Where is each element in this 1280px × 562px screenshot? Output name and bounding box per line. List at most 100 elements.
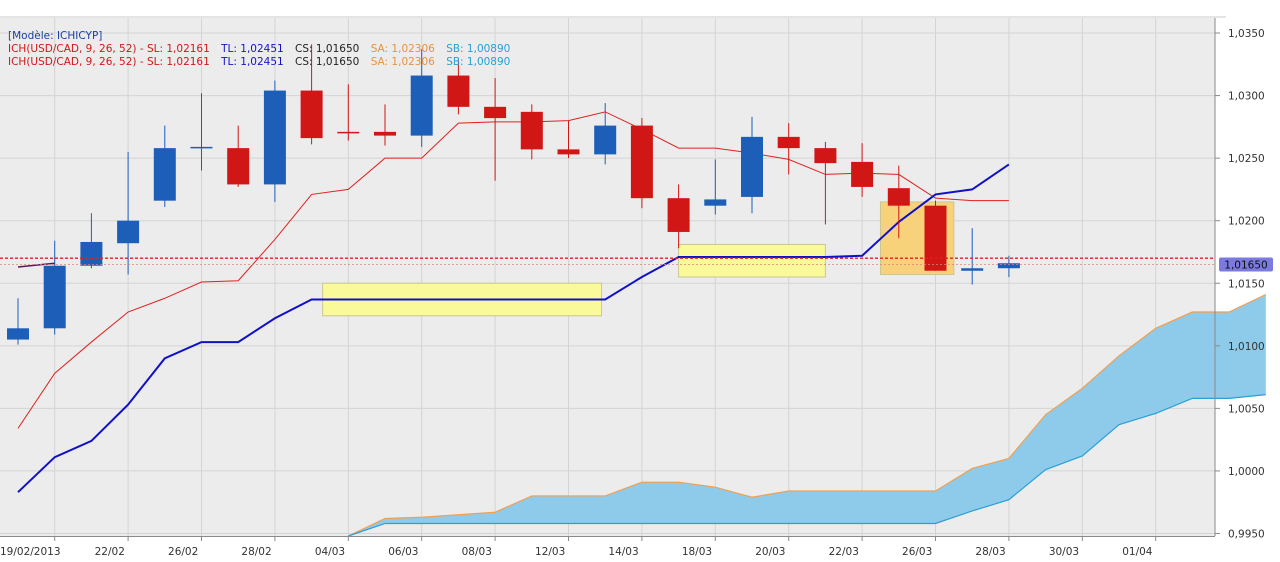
candle bbox=[263, 80, 286, 202]
candle bbox=[777, 123, 800, 175]
candle-body bbox=[777, 136, 800, 149]
legend-cs: CS: 1,01650 bbox=[295, 56, 359, 68]
current-price-badge: 1,01650 bbox=[1219, 257, 1273, 272]
legend-sl: SL: 1,02161 bbox=[147, 43, 210, 55]
x-tick-label: 18/03 bbox=[682, 546, 712, 558]
tenkan-sen-line bbox=[17, 111, 1009, 429]
price-line-layer bbox=[0, 257, 1215, 265]
x-tick-label: 28/02 bbox=[241, 546, 271, 558]
legend-tl: TL: 1,02451 bbox=[220, 56, 284, 68]
candle bbox=[410, 49, 433, 147]
candle bbox=[7, 298, 29, 345]
x-tick-label: 22/03 bbox=[829, 546, 859, 558]
legend-sb: SB: 1,00890 bbox=[446, 56, 510, 68]
x-tick-label: 28/03 bbox=[975, 546, 1005, 558]
candle bbox=[190, 93, 213, 171]
candlesticks bbox=[7, 44, 1020, 345]
axes bbox=[0, 18, 1216, 537]
candle bbox=[117, 151, 140, 275]
legend-prefix: ICH(USD/CAD, 9, 26, 52) - bbox=[8, 56, 147, 68]
candle-body bbox=[337, 131, 360, 134]
x-tick-label: 08/03 bbox=[462, 546, 492, 558]
x-tick-label: 20/03 bbox=[755, 546, 785, 558]
chikou-span-line bbox=[17, 262, 55, 268]
candle-body bbox=[447, 75, 470, 107]
candle-body bbox=[667, 198, 690, 232]
indicator-lines bbox=[17, 111, 1010, 493]
candle-body bbox=[704, 199, 727, 206]
candle bbox=[557, 120, 580, 159]
candle-body bbox=[190, 146, 213, 149]
candle-body bbox=[300, 90, 323, 139]
kumo-cloud bbox=[348, 293, 1267, 537]
candle bbox=[851, 143, 874, 197]
candle-body bbox=[227, 148, 250, 185]
candle-body bbox=[557, 149, 580, 155]
x-tick-label: 30/03 bbox=[1049, 546, 1079, 558]
legend-prefix: ICH(USD/CAD, 9, 26, 52) - bbox=[8, 43, 147, 55]
candle bbox=[80, 213, 103, 269]
candle bbox=[630, 118, 653, 209]
candle-body bbox=[630, 125, 653, 199]
current-price-label: 1,01650 bbox=[1224, 259, 1267, 271]
current-price-badge-bg bbox=[1219, 257, 1273, 272]
candle-body bbox=[7, 328, 29, 340]
highlight-box-yellow bbox=[678, 243, 826, 278]
candle bbox=[997, 255, 1020, 277]
candle bbox=[924, 200, 947, 271]
senkou-span-a-line bbox=[348, 293, 1267, 537]
candle-body bbox=[374, 131, 396, 136]
legend-sa: SA: 1,02306 bbox=[371, 43, 435, 55]
candle-body bbox=[961, 268, 984, 271]
candle-body bbox=[484, 106, 507, 119]
candle bbox=[484, 78, 507, 181]
candle-body bbox=[80, 241, 103, 266]
candle bbox=[447, 60, 470, 115]
senkou-span-b-line bbox=[348, 394, 1266, 537]
y-tick-label: 1,0200 bbox=[1228, 216, 1265, 228]
candle bbox=[594, 103, 617, 165]
candle-body bbox=[410, 75, 433, 136]
candle bbox=[520, 104, 543, 160]
candle bbox=[704, 159, 727, 215]
candle bbox=[667, 184, 690, 249]
kijun-sen-line bbox=[17, 163, 1010, 493]
candle-body bbox=[520, 111, 543, 150]
y-tick-label: 1,0000 bbox=[1228, 466, 1265, 478]
candle-body bbox=[263, 90, 286, 185]
y-tick-label: 1,0250 bbox=[1228, 153, 1265, 165]
legend: [Modèle: ICHICYP] ICH(USD/CAD, 9, 26, 52… bbox=[8, 30, 510, 68]
x-axis-ticks: 19/02/2013 22/02 26/02 28/02 04/03 06/03 08/03… bbox=[0, 536, 1157, 558]
candle bbox=[153, 125, 176, 207]
candle bbox=[43, 240, 66, 335]
y-tick-label: 1,0150 bbox=[1228, 278, 1265, 290]
x-tick-label: 06/03 bbox=[388, 546, 418, 558]
candle bbox=[227, 125, 250, 187]
plot-area bbox=[0, 18, 1215, 536]
candle-body bbox=[594, 125, 617, 155]
x-tick-label: 04/03 bbox=[315, 546, 345, 558]
candle-body bbox=[851, 161, 874, 187]
legend-sl: SL: 1,02161 bbox=[147, 56, 210, 68]
model-label: [Modèle: ICHICYP] bbox=[8, 30, 102, 42]
y-tick-label: 0,9950 bbox=[1228, 528, 1265, 540]
candle bbox=[887, 165, 910, 239]
candle bbox=[741, 116, 763, 214]
candle-body bbox=[741, 136, 763, 197]
candle-body bbox=[117, 220, 140, 244]
y-axis-ticks: 0,9950 1,0000 1,0050 1,0100 1,0150 1,0200 1,02… bbox=[1215, 28, 1265, 540]
candle bbox=[300, 44, 323, 145]
y-tick-label: 1,0100 bbox=[1228, 341, 1265, 353]
legend-line-2: ICH(USD/CAD, 9, 26, 52) - SL: 1,02161 TL… bbox=[8, 56, 510, 68]
x-tick-label: 01/04 bbox=[1122, 546, 1153, 558]
y-tick-label: 1,0300 bbox=[1228, 91, 1265, 103]
legend-sa: SA: 1,02306 bbox=[371, 56, 435, 68]
x-tick-label: 26/03 bbox=[902, 546, 932, 558]
legend-sb: SB: 1,00890 bbox=[446, 43, 510, 55]
candle-body bbox=[814, 148, 837, 164]
x-tick-label: 12/03 bbox=[535, 546, 565, 558]
legend-line-1: ICH(USD/CAD, 9, 26, 52) - SL: 1,02161 TL… bbox=[8, 43, 510, 55]
x-tick-label: 19/02/2013 bbox=[0, 546, 61, 558]
